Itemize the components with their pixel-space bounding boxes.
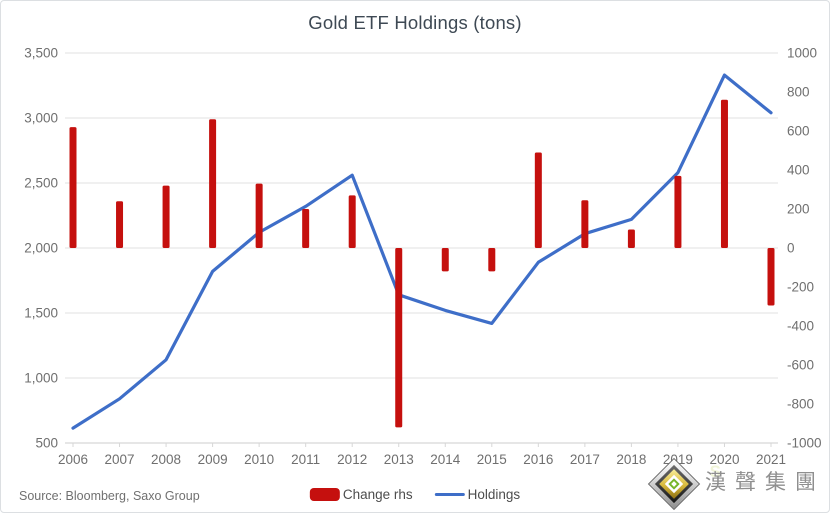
x-axis-label-2009: 2009: [198, 452, 228, 467]
left-axis-tick-label: 2,000: [24, 241, 58, 256]
right-axis-tick-label: -1000: [787, 436, 822, 451]
x-axis-label-2012: 2012: [337, 452, 367, 467]
change-bar-2008: [162, 185, 170, 248]
right-axis-tick-label: 0: [787, 241, 795, 256]
change-rhs-swatch-icon: [309, 488, 340, 501]
x-axis-label-2021: 2021: [756, 452, 786, 467]
holdings-line-swatch-icon: [434, 492, 465, 497]
holdings-line: [71, 73, 773, 430]
x-axis-label-2008: 2008: [151, 452, 181, 467]
x-axis-label-2020: 2020: [709, 452, 739, 467]
change-bar-2015: [488, 248, 496, 272]
left-axis-tick-label: 3,000: [24, 111, 58, 126]
change-bar-2020: [720, 99, 728, 248]
change-bar-2018: [627, 229, 635, 248]
right-axis-tick-label: 600: [787, 124, 810, 139]
right-axis-tick-label: -800: [787, 397, 814, 412]
left-axis-tick-label: 500: [35, 436, 58, 451]
right-axis-tick-label: 1000: [787, 46, 817, 61]
x-axis-label-2013: 2013: [384, 452, 414, 467]
source-note: Source: Bloomberg, Saxo Group: [19, 489, 200, 503]
change-bar-2021: [767, 248, 775, 306]
right-axis-tick-label: -400: [787, 319, 814, 334]
left-axis-tick-label: 2,500: [24, 176, 58, 191]
right-axis-tick-label: 800: [787, 85, 810, 100]
left-axis-tick-label: 1,500: [24, 306, 58, 321]
change-bar-2010: [255, 183, 263, 248]
x-axis-label-2006: 2006: [58, 452, 88, 467]
legend: Change rhs Holdings: [309, 487, 521, 502]
change-bar-2019: [674, 175, 682, 248]
change-bar-2011: [302, 209, 310, 248]
x-axis-label-2010: 2010: [244, 452, 274, 467]
x-axis-label-2014: 2014: [430, 452, 461, 467]
right-axis-tick-label: -200: [787, 280, 814, 295]
logo-s-mark: S: [709, 462, 721, 481]
change-bar-2012: [348, 195, 356, 248]
x-axis-label-2007: 2007: [105, 452, 135, 467]
change-bar-2006: [69, 127, 77, 248]
right-axis-tick-label: 200: [787, 202, 810, 217]
change-bar-2016: [534, 152, 542, 248]
legend-item-holdings: Holdings: [434, 487, 521, 502]
x-axis-label-2015: 2015: [477, 452, 507, 467]
legend-label-holdings: Holdings: [467, 487, 521, 502]
x-axis-label-2016: 2016: [523, 452, 553, 467]
change-bar-2013: [395, 248, 403, 428]
change-bar-2009: [209, 119, 217, 248]
left-axis-tick-label: 3,500: [24, 46, 58, 61]
logo-text: 漢聲集團: [705, 471, 825, 494]
x-axis-label-2018: 2018: [616, 452, 646, 467]
x-axis-label-2017: 2017: [570, 452, 600, 467]
legend-item-change-rhs: Change rhs: [309, 487, 413, 502]
right-axis-tick-label: -600: [787, 358, 814, 373]
hansheng-logo: 漢聲集團: [647, 457, 825, 511]
legend-label-change-rhs: Change rhs: [342, 487, 413, 502]
change-bar-2017: [581, 200, 589, 248]
chart-title: Gold ETF Holdings (tons): [308, 12, 522, 33]
change-bar-2007: [116, 201, 124, 248]
right-axis-tick-label: 400: [787, 163, 810, 178]
x-axis-label-2011: 2011: [291, 452, 320, 467]
left-axis-tick-label: 1,000: [24, 371, 58, 386]
change-bar-2014: [441, 248, 449, 272]
diamond-logo-icon: [647, 457, 701, 511]
